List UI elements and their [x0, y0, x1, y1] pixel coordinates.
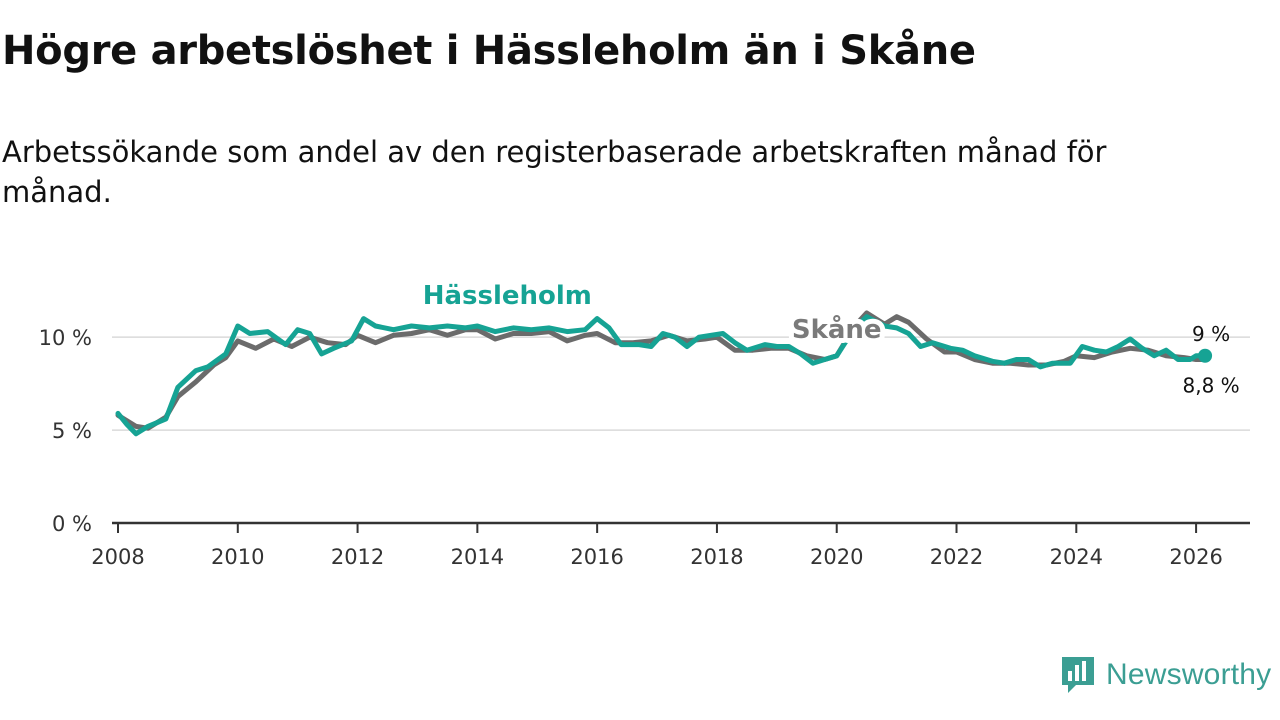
- x-tick-label: 2024: [1050, 545, 1103, 569]
- x-tick-label: 2022: [930, 545, 983, 569]
- series-line-h-ssleholm: [115, 314, 1208, 437]
- chart-subtitle: Arbetssökande som andel av den registerb…: [2, 135, 1107, 209]
- brand-name: Newsworthy: [1106, 658, 1272, 691]
- y-tick-label: 5 %: [52, 419, 92, 443]
- series-label-skane-halo: Skåne: [792, 313, 882, 345]
- series-label-skane: Skåne: [792, 313, 882, 345]
- series-label-hassleholm: Hässleholm: [423, 281, 592, 311]
- x-tick-label: 2016: [570, 545, 623, 569]
- x-tick-label: 2012: [331, 545, 384, 569]
- end-value-label-skane: 8,8 %: [1182, 373, 1239, 397]
- chart-title: Högre arbetslöshet i Hässleholm än i Skå…: [2, 28, 976, 74]
- line-chart: 0 % 5 % 10 % 2008 2010 2012 2014 2016 2018 2020 20…: [38, 281, 1250, 569]
- x-tick-label: 2018: [690, 545, 743, 569]
- x-tick-label: 2026: [1169, 545, 1222, 569]
- bar-chart-speech-bubble-icon: [1062, 657, 1094, 693]
- x-tick-label: 2008: [91, 545, 144, 569]
- y-tick-label: 10 %: [39, 326, 92, 350]
- x-tick-label: 2014: [451, 545, 504, 569]
- end-marker-hassleholm: [1198, 348, 1213, 363]
- newsworthy-logo: Newsworthy: [1060, 655, 1271, 695]
- end-value-label-hassleholm: 9 %: [1192, 322, 1230, 346]
- x-tick-label: 2020: [810, 545, 863, 569]
- x-tick-label: 2010: [211, 545, 264, 569]
- series-line-sk-ne: [115, 310, 1208, 431]
- y-tick-label: 0 %: [52, 512, 92, 536]
- series-label-hassleholm-halo: Hässleholm: [423, 281, 592, 311]
